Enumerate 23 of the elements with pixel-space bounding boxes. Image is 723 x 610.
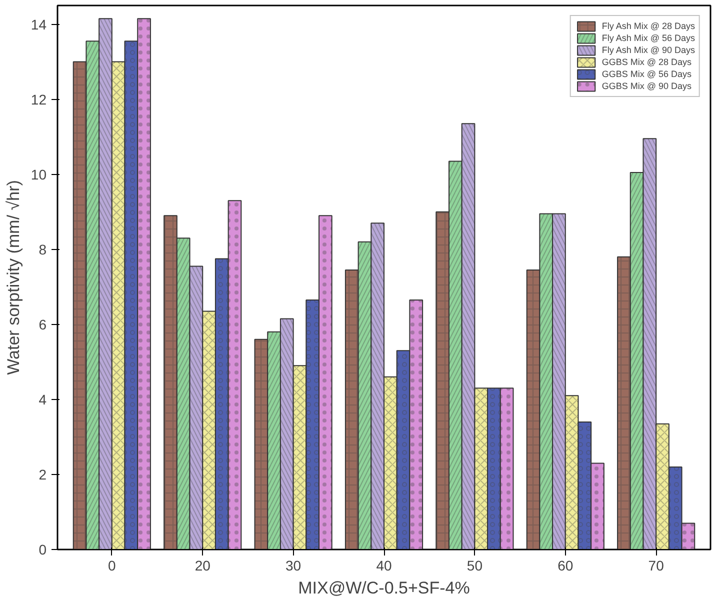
x-tick-label: 60	[558, 558, 574, 574]
y-tick-label: 12	[30, 91, 47, 108]
x-tick-label: 50	[466, 558, 483, 574]
legend-label: GGBS Mix @ 56 Days	[602, 68, 692, 80]
x-tick-label: 40	[376, 558, 392, 574]
x-tick-label: 30	[286, 558, 302, 574]
y-tick-label: 4	[38, 391, 47, 408]
y-tick-label: 6	[38, 316, 47, 332]
legend-label: Fly Ash Mix @ 56 Days	[602, 32, 695, 44]
legend-label: GGBS Mix @ 90 Days	[602, 80, 692, 92]
legend-label: GGBS Mix @ 28 Days	[602, 56, 692, 68]
legend-label: Fly Ash Mix @ 28 Days	[602, 20, 695, 32]
x-tick-label: 20	[194, 558, 211, 574]
x-tick-label: 0	[108, 558, 116, 574]
y-tick-label: 14	[30, 16, 47, 32]
y-tick-label: 8	[38, 241, 47, 258]
y-axis-title: Water sorptivity (mm/ √hr)	[4, 180, 23, 375]
x-tick-label: 70	[648, 558, 664, 574]
legend-label: Fly Ash Mix @ 90 Days	[602, 44, 695, 56]
y-tick-label: 2	[38, 466, 47, 482]
y-tick-label: 10	[30, 166, 47, 182]
y-tick-label: 0	[38, 542, 47, 558]
x-axis-title: MIX@W/C-0.5+SF-4%	[298, 578, 470, 598]
